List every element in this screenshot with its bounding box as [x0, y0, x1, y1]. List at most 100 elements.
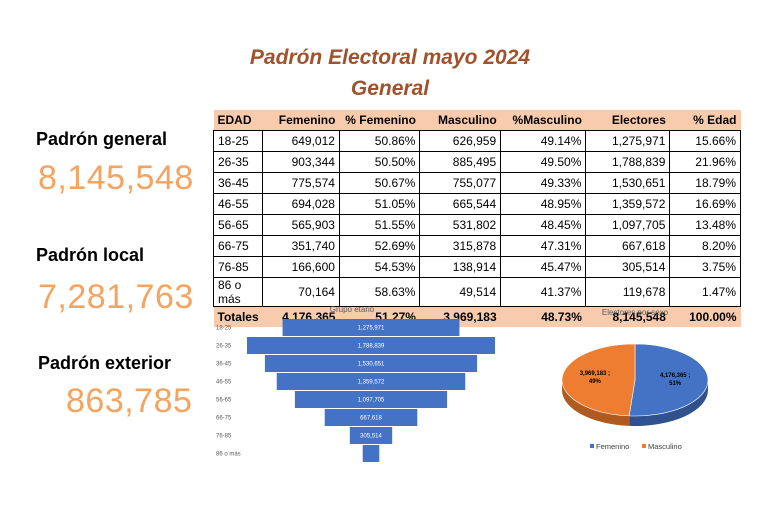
- cell-pct-masculino: 48.45%: [500, 214, 587, 236]
- bar-data-label: 305,514: [360, 434, 382, 440]
- grupo-etario-title: Grupo etario: [330, 305, 375, 314]
- bar-86-o-más: [362, 445, 380, 462]
- cell-pct-masculino: 48.95%: [500, 193, 587, 215]
- cell-masculino: 531,802: [419, 214, 502, 236]
- total-electores: 8,145,548: [585, 306, 670, 327]
- category-tick-label: 86 o más: [216, 452, 241, 458]
- cell-pct-masculino: 49.50%: [500, 151, 587, 173]
- category-tick-label: 26-35: [216, 344, 232, 350]
- cell-pct-femenino: 50.67%: [338, 172, 421, 194]
- cell-electores: 1,788,839: [585, 151, 671, 173]
- table-row: 86 o más 70,164 58.63% 49,514 41.37% 119,678 1…: [212, 277, 741, 307]
- legend-label-femenino: Femenino: [596, 442, 629, 451]
- cell-femenino: 649,012: [262, 130, 340, 152]
- cell-pct-edad: 21.96%: [669, 151, 741, 173]
- pie-slice-femenino: [628, 343, 709, 417]
- header-pct-masculino: %Masculino: [500, 110, 586, 131]
- header-electores: Electores: [585, 110, 670, 131]
- cell-pct-femenino: 52.69%: [338, 235, 421, 257]
- cell-electores: 119,678: [585, 277, 671, 307]
- bar-data-label: 667,618: [360, 416, 382, 422]
- pie-slice-side-femenino: [629, 380, 708, 426]
- title-line-2: General: [350, 77, 430, 100]
- cell-electores: 1,097,705: [585, 214, 671, 236]
- bar-data-label: 1,788,839: [358, 344, 385, 350]
- grupo-etario-chart: Grupo etario 18-25 1,275,971 26-35 1,788,83…: [216, 305, 495, 462]
- cell-pct-edad: 18.79%: [669, 172, 741, 194]
- table-header-row: EDAD Femenino % Femenino Masculino %Masc…: [213, 110, 741, 131]
- padron-table: EDAD Femenino % Femenino Masculino %Masc…: [212, 110, 741, 327]
- cell-electores: 1,275,971: [585, 130, 671, 152]
- cell-masculino: 885,495: [419, 151, 502, 173]
- category-tick-label: 56-65: [216, 398, 232, 404]
- cell-masculino: 315,878: [419, 235, 502, 257]
- table-row: 46-55 694,028 51.05% 665,544 48.95% 1,359,572…: [212, 193, 741, 215]
- cell-pct-masculino: 41.37%: [500, 277, 587, 307]
- cell-femenino: 166,600: [262, 256, 340, 278]
- cell-edad: 66-75: [212, 235, 264, 257]
- cell-edad: 26-35: [212, 151, 264, 173]
- bar-data-label: 1,530,651: [358, 362, 385, 368]
- legend-swatch-femenino: [590, 444, 594, 448]
- padron-local-label: Padrón local: [36, 245, 145, 265]
- cell-masculino: 626,959: [419, 130, 502, 152]
- cell-pct-femenino: 51.05%: [338, 193, 421, 215]
- header-pct-femenino: % Femenino: [339, 110, 420, 131]
- title-line-1: Padrón Electoral mayo 2024: [249, 46, 531, 69]
- cell-pct-femenino: 50.86%: [338, 130, 421, 152]
- cell-femenino: 565,903: [262, 214, 340, 236]
- cell-femenino: 70,164: [262, 277, 340, 307]
- totals-row: Totales 4,176,365 51.27% 3,969,183 48.73% 8,1…: [213, 306, 741, 327]
- padron-exterior-label: Padrón exterior: [38, 353, 172, 373]
- bar-56-65: [294, 391, 448, 408]
- padron-general-label: Padrón general: [36, 129, 168, 149]
- cell-electores: 1,359,572: [585, 193, 671, 215]
- header-edad: EDAD: [213, 110, 263, 131]
- cell-electores: 1,530,651: [585, 172, 671, 194]
- header-pct-edad: % Edad: [669, 110, 741, 131]
- cell-femenino: 694,028: [262, 193, 340, 215]
- cell-pct-femenino: 58.63%: [338, 277, 421, 307]
- padron-general-value: 8,145,548: [38, 159, 194, 197]
- padron-exterior-value: 863,785: [66, 382, 193, 420]
- cell-pct-edad: 13.48%: [669, 214, 741, 236]
- table-row: 18-25 649,012 50.86% 626,959 49.14% 1,275,971…: [212, 130, 741, 152]
- cell-pct-edad: 8.20%: [669, 235, 741, 257]
- cell-electores: 305,514: [585, 256, 671, 278]
- cell-femenino: 351,740: [262, 235, 340, 257]
- cell-edad: 36-45: [212, 172, 264, 194]
- bar-26-35: [247, 337, 495, 354]
- cell-masculino: 49,514: [419, 277, 502, 307]
- cell-pct-masculino: 49.33%: [500, 172, 587, 194]
- cell-pct-masculino: 47.31%: [500, 235, 587, 257]
- legend-label-masculino: Masculino: [648, 442, 682, 451]
- bar-76-85: [349, 427, 393, 444]
- cell-femenino: 775,574: [262, 172, 340, 194]
- electores-por-sexo-title: Electores por sexo: [602, 308, 669, 317]
- cell-pct-femenino: 51.55%: [338, 214, 421, 236]
- cell-edad: 86 o más: [212, 277, 264, 307]
- bar-data-label: 1,275,971: [358, 326, 385, 332]
- legend-swatch-masculino: [642, 444, 646, 448]
- category-tick-label: 36-45: [216, 362, 232, 368]
- table-row: 26-35 903,344 50.50% 885,495 49.50% 1,788,839…: [212, 151, 741, 173]
- category-tick-label: 76-85: [216, 434, 232, 440]
- electores-por-sexo-chart: Electores por sexo 4,176,365 ; 51% 3,969,1…: [561, 308, 709, 451]
- cell-masculino: 138,914: [419, 256, 502, 278]
- padron-local-value: 7,281,763: [38, 278, 194, 316]
- cell-femenino: 903,344: [262, 151, 340, 173]
- table-row: 56-65 565,903 51.55% 531,802 48.45% 1,097,705…: [212, 214, 741, 236]
- total-pct-edad: 100.00%: [669, 306, 741, 327]
- header-femenino: Femenino: [262, 110, 340, 131]
- total-pct-masculino: 48.73%: [500, 306, 586, 327]
- cell-pct-edad: 3.75%: [669, 256, 741, 278]
- cell-edad: 46-55: [212, 193, 264, 215]
- header-masculino: Masculino: [419, 110, 501, 131]
- bar-36-45: [264, 355, 478, 372]
- cell-edad: 56-65: [212, 214, 264, 236]
- bar-46-55: [276, 373, 466, 390]
- category-tick-label: 18-25: [216, 326, 232, 332]
- table-row: 36-45 775,574 50.67% 755,077 49.33% 1,530,651…: [212, 172, 741, 194]
- total-edad: Totales: [213, 306, 263, 327]
- table-row: 66-75 351,740 52.69% 315,878 47.31% 667,618 8.…: [212, 235, 741, 257]
